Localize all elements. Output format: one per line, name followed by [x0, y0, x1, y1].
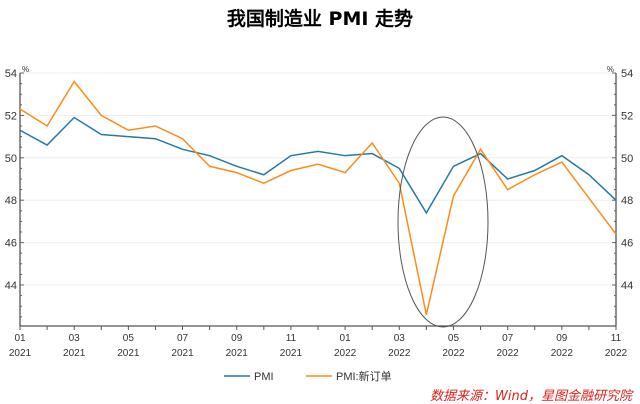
y-tick-label-right: 44 [621, 280, 633, 292]
y-tick-label-left: 46 [5, 238, 17, 250]
y-tick-label-right: 50 [621, 153, 633, 165]
series-line-pmi [19, 116, 617, 215]
x-tick-year: 2022 [497, 348, 520, 359]
unit-label-right: % [607, 65, 614, 74]
series-line-new-orders [19, 80, 617, 315]
legend-label: PMI:新订单 [336, 369, 392, 383]
y-tick-label-left: 52 [5, 110, 17, 122]
x-tick-month: 07 [177, 333, 189, 344]
unit-label-left: % [22, 65, 29, 74]
x-tick-year: 2021 [280, 348, 303, 359]
y-tick-label-left: 48 [5, 195, 17, 207]
x-tick-year: 2022 [388, 348, 411, 359]
x-tick-month: 01 [14, 333, 26, 344]
x-tick-year: 2021 [226, 348, 249, 359]
x-tick-month: 01 [340, 333, 352, 344]
y-tick-label-left: 50 [5, 153, 17, 165]
source-note: 数据来源：Wind，星图金融研究院 [430, 389, 632, 404]
y-tick-label-left: 44 [5, 280, 17, 292]
x-tick-year: 2021 [171, 348, 194, 359]
x-tick-year: 2022 [605, 348, 628, 359]
y-tick-label-right: 48 [621, 195, 633, 207]
x-tick-year: 2022 [442, 348, 465, 359]
x-tick-month: 11 [286, 333, 297, 344]
x-tick-month: 07 [502, 333, 514, 344]
x-tick-year: 2021 [9, 348, 32, 359]
x-tick-month: 03 [69, 333, 81, 344]
y-tick-label-left: 54 [5, 68, 17, 80]
annotation-ellipse [397, 116, 489, 328]
legend-label: PMI [254, 371, 274, 383]
x-tick-month: 09 [556, 333, 568, 344]
y-tick-label-right: 46 [621, 238, 633, 250]
x-tick-year: 2022 [551, 348, 574, 359]
chart-title: 我国制造业 PMI 走势 [226, 8, 414, 30]
x-tick-year: 2021 [63, 348, 86, 359]
x-tick-month: 05 [123, 333, 135, 344]
x-tick-month: 03 [394, 333, 406, 344]
y-tick-label-right: 54 [621, 68, 633, 80]
x-tick-month: 11 [611, 333, 622, 344]
x-tick-year: 2021 [117, 348, 140, 359]
y-tick-label-right: 52 [621, 110, 633, 122]
x-tick-year: 2022 [334, 348, 357, 359]
x-tick-month: 09 [231, 333, 243, 344]
x-tick-month: 05 [448, 333, 460, 344]
